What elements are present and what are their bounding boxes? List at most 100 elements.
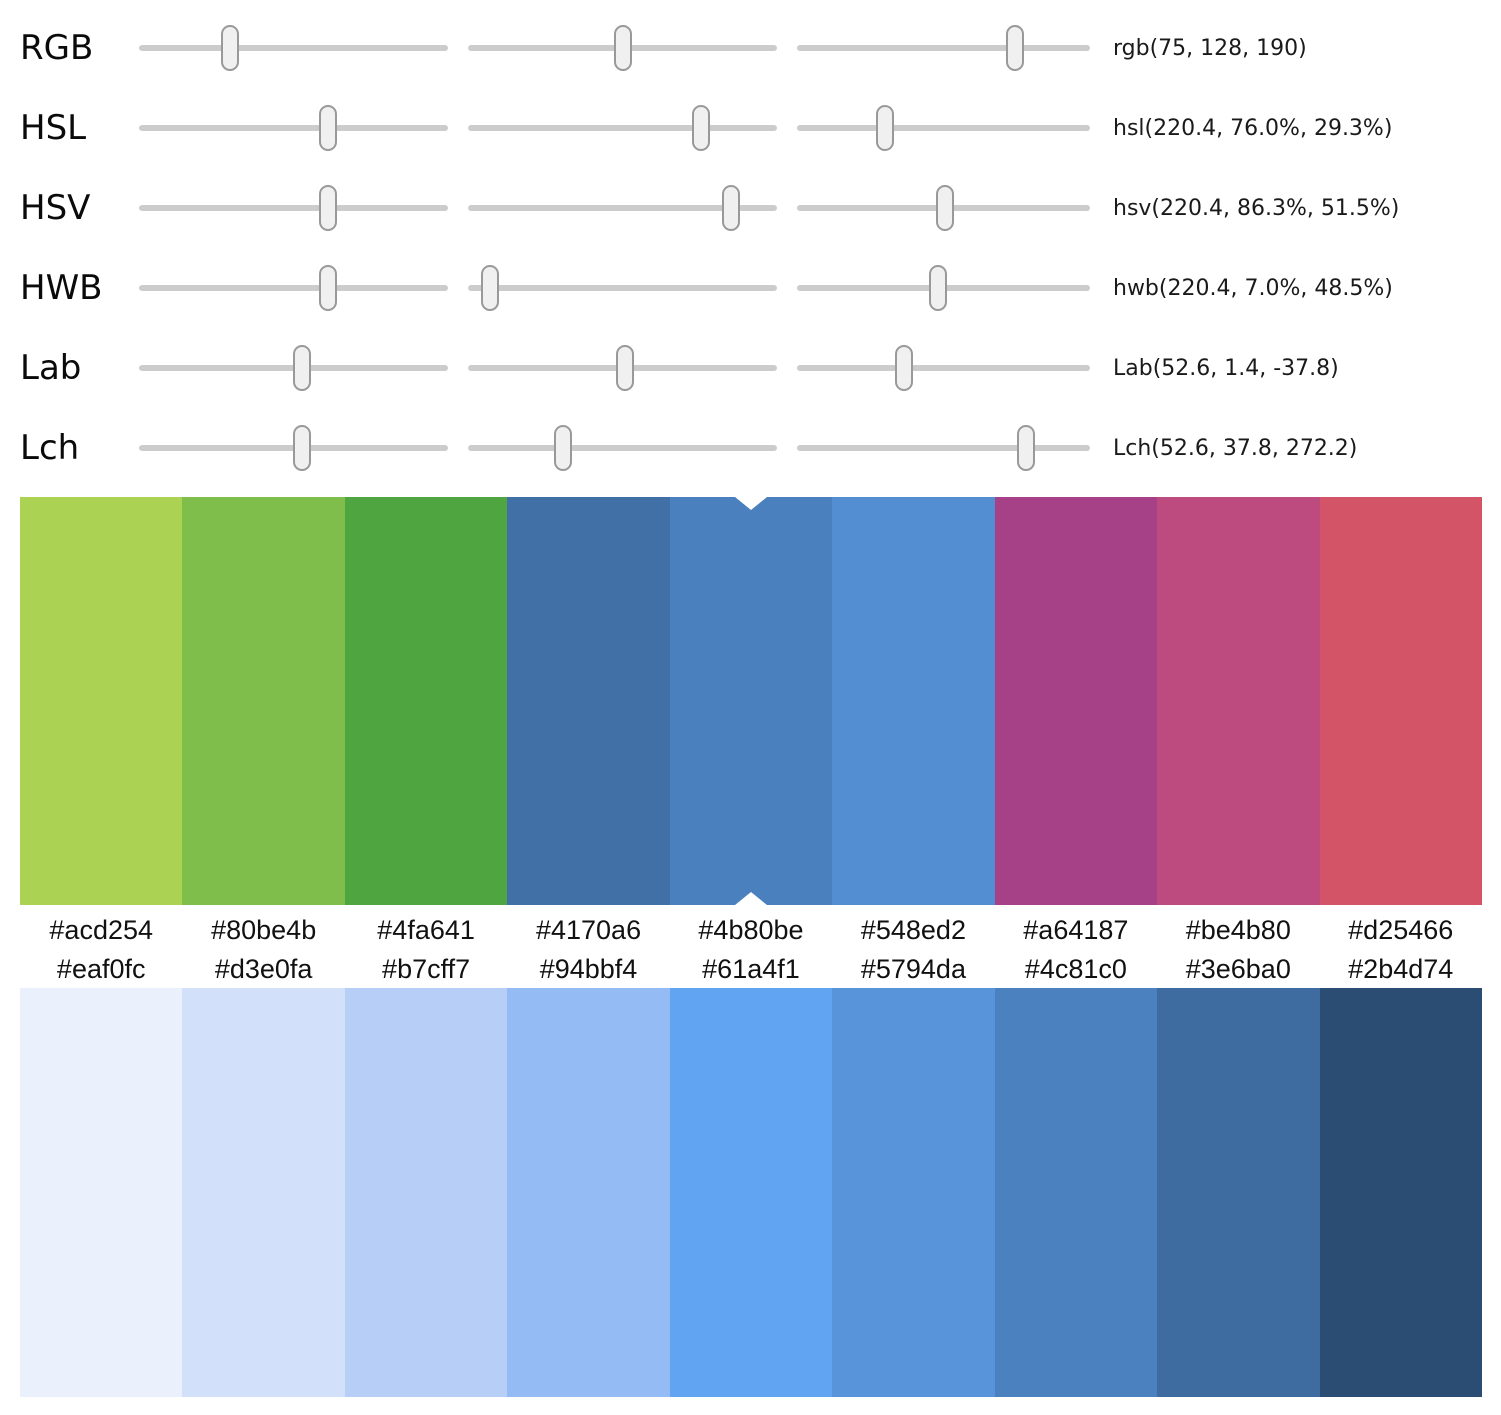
- palette-swatch[interactable]: [182, 497, 345, 905]
- palette-swatch[interactable]: [344, 988, 508, 1397]
- slider-track: [139, 125, 448, 131]
- slider-thumb[interactable]: [1006, 25, 1025, 71]
- slider-row-rgb: RGB rgb(75, 128, 190): [20, 8, 1501, 88]
- lch-l-slider[interactable]: [139, 420, 448, 476]
- slider-thumb[interactable]: [319, 185, 338, 231]
- slider-thumb[interactable]: [875, 105, 894, 151]
- lab-l-slider[interactable]: [139, 340, 448, 396]
- selection-notch-top: [734, 497, 767, 510]
- slider-track: [797, 45, 1090, 51]
- hsl-s-slider[interactable]: [468, 100, 777, 156]
- lch-h-slider[interactable]: [797, 420, 1090, 476]
- palette-swatch[interactable]: [507, 497, 670, 905]
- hex-label: #d25466: [1348, 915, 1454, 945]
- slider-thumb[interactable]: [692, 105, 711, 151]
- palette-swatch[interactable]: [20, 497, 183, 905]
- selection-notch-bottom: [734, 892, 767, 905]
- slider-thumb[interactable]: [292, 425, 311, 471]
- slider-track: [139, 285, 448, 291]
- slider-row-hsl: HSL hsl(220.4, 76.0%, 29.3%): [20, 88, 1501, 168]
- hex-label: #61a4f1: [702, 954, 800, 984]
- hue-palette-hex-labels: #acd254 #80be4b #4fa641 #4170a6 #4b80be …: [20, 905, 1482, 953]
- slider-row-label-lab: Lab: [20, 348, 82, 388]
- slider-track: [468, 125, 777, 131]
- slider-row-label-lch: Lch: [20, 428, 80, 468]
- slider-thumb[interactable]: [220, 25, 239, 71]
- slider-track: [139, 45, 448, 51]
- palette-swatch[interactable]: [669, 988, 833, 1397]
- hex-label: #4fa641: [377, 915, 475, 945]
- hsv-h-slider[interactable]: [139, 180, 448, 236]
- hex-label: #3e6ba0: [1185, 954, 1291, 984]
- palette-swatch[interactable]: [1319, 988, 1482, 1397]
- slider-thumb[interactable]: [615, 345, 634, 391]
- slider-thumb[interactable]: [292, 345, 311, 391]
- hex-label: #94bbf4: [539, 954, 638, 984]
- palette-swatch[interactable]: [832, 497, 995, 905]
- hex-label: #80be4b: [211, 915, 317, 945]
- hwb-w-slider[interactable]: [468, 260, 777, 316]
- hwb-b-slider[interactable]: [797, 260, 1090, 316]
- rgb-r-slider[interactable]: [139, 20, 448, 76]
- palette-swatch[interactable]: [994, 988, 1158, 1397]
- lab-b-slider[interactable]: [797, 340, 1090, 396]
- palette-swatch[interactable]: [994, 497, 1158, 905]
- slider-track: [468, 285, 777, 291]
- palette-swatch[interactable]: [182, 988, 345, 1397]
- hsv-s-slider[interactable]: [468, 180, 777, 236]
- hwb-h-slider[interactable]: [139, 260, 448, 316]
- slider-thumb[interactable]: [480, 265, 499, 311]
- color-value-lab: Lab(52.6, 1.4, -37.8): [1113, 355, 1339, 381]
- slider-thumb[interactable]: [1016, 425, 1035, 471]
- palette-swatch[interactable]: [344, 497, 508, 905]
- palette-swatch[interactable]: [1157, 497, 1320, 905]
- slider-row-label-rgb: RGB: [20, 28, 94, 68]
- slider-track: [797, 125, 1090, 131]
- hex-label: #a64187: [1023, 915, 1129, 945]
- hex-label: #4c81c0: [1024, 954, 1127, 984]
- hue-palette: #acd254 #80be4b #4fa641 #4170a6 #4b80be …: [20, 497, 1482, 953]
- slider-track: [797, 365, 1090, 371]
- hex-label: #eaf0fc: [56, 954, 146, 984]
- slider-thumb[interactable]: [614, 25, 633, 71]
- hsl-l-slider[interactable]: [797, 100, 1090, 156]
- rgb-g-slider[interactable]: [468, 20, 777, 76]
- hex-label: #4170a6: [535, 915, 642, 945]
- slider-row-lch: Lch Lch(52.6, 37.8, 272.2): [20, 408, 1501, 488]
- slider-track: [797, 445, 1090, 451]
- shade-palette: #eaf0fc #d3e0fa #b7cff7 #94bbf4 #61a4f1 …: [20, 953, 1482, 1397]
- palette-swatch[interactable]: [1319, 497, 1482, 905]
- shade-palette-swatches: [20, 988, 1482, 1397]
- lch-c-slider[interactable]: [468, 420, 777, 476]
- palette-swatch-selected[interactable]: [669, 497, 833, 905]
- rgb-b-slider[interactable]: [797, 20, 1090, 76]
- palette-swatch[interactable]: [20, 988, 183, 1397]
- slider-row-lab: Lab Lab(52.6, 1.4, -37.8): [20, 328, 1501, 408]
- slider-row-hwb: HWB hwb(220.4, 7.0%, 48.5%): [20, 248, 1501, 328]
- slider-track: [468, 205, 777, 211]
- lab-a-slider[interactable]: [468, 340, 777, 396]
- slider-row-label-hwb: HWB: [20, 268, 103, 308]
- palette-swatch[interactable]: [1157, 988, 1320, 1397]
- hex-label: #548ed2: [860, 915, 966, 945]
- slider-thumb[interactable]: [319, 105, 338, 151]
- slider-thumb[interactable]: [928, 265, 947, 311]
- palette-swatch[interactable]: [832, 988, 995, 1397]
- slider-thumb[interactable]: [319, 265, 338, 311]
- hex-label: #4b80be: [698, 915, 804, 945]
- palette-swatch[interactable]: [507, 988, 670, 1397]
- hsl-h-slider[interactable]: [139, 100, 448, 156]
- color-value-rgb: rgb(75, 128, 190): [1113, 35, 1307, 61]
- hsv-v-slider[interactable]: [797, 180, 1090, 236]
- slider-thumb[interactable]: [721, 185, 740, 231]
- slider-panel: RGB rgb(75, 128, 190) HSL: [0, 0, 1501, 488]
- color-value-hsl: hsl(220.4, 76.0%, 29.3%): [1113, 115, 1393, 141]
- slider-row-hsv: HSV hsv(220.4, 86.3%, 51.5%): [20, 168, 1501, 248]
- color-value-lch: Lch(52.6, 37.8, 272.2): [1113, 435, 1358, 461]
- slider-thumb[interactable]: [553, 425, 572, 471]
- hex-label: #acd254: [49, 915, 154, 945]
- slider-thumb[interactable]: [935, 185, 954, 231]
- shade-palette-hex-labels: #eaf0fc #d3e0fa #b7cff7 #94bbf4 #61a4f1 …: [20, 953, 1482, 988]
- slider-thumb[interactable]: [894, 345, 913, 391]
